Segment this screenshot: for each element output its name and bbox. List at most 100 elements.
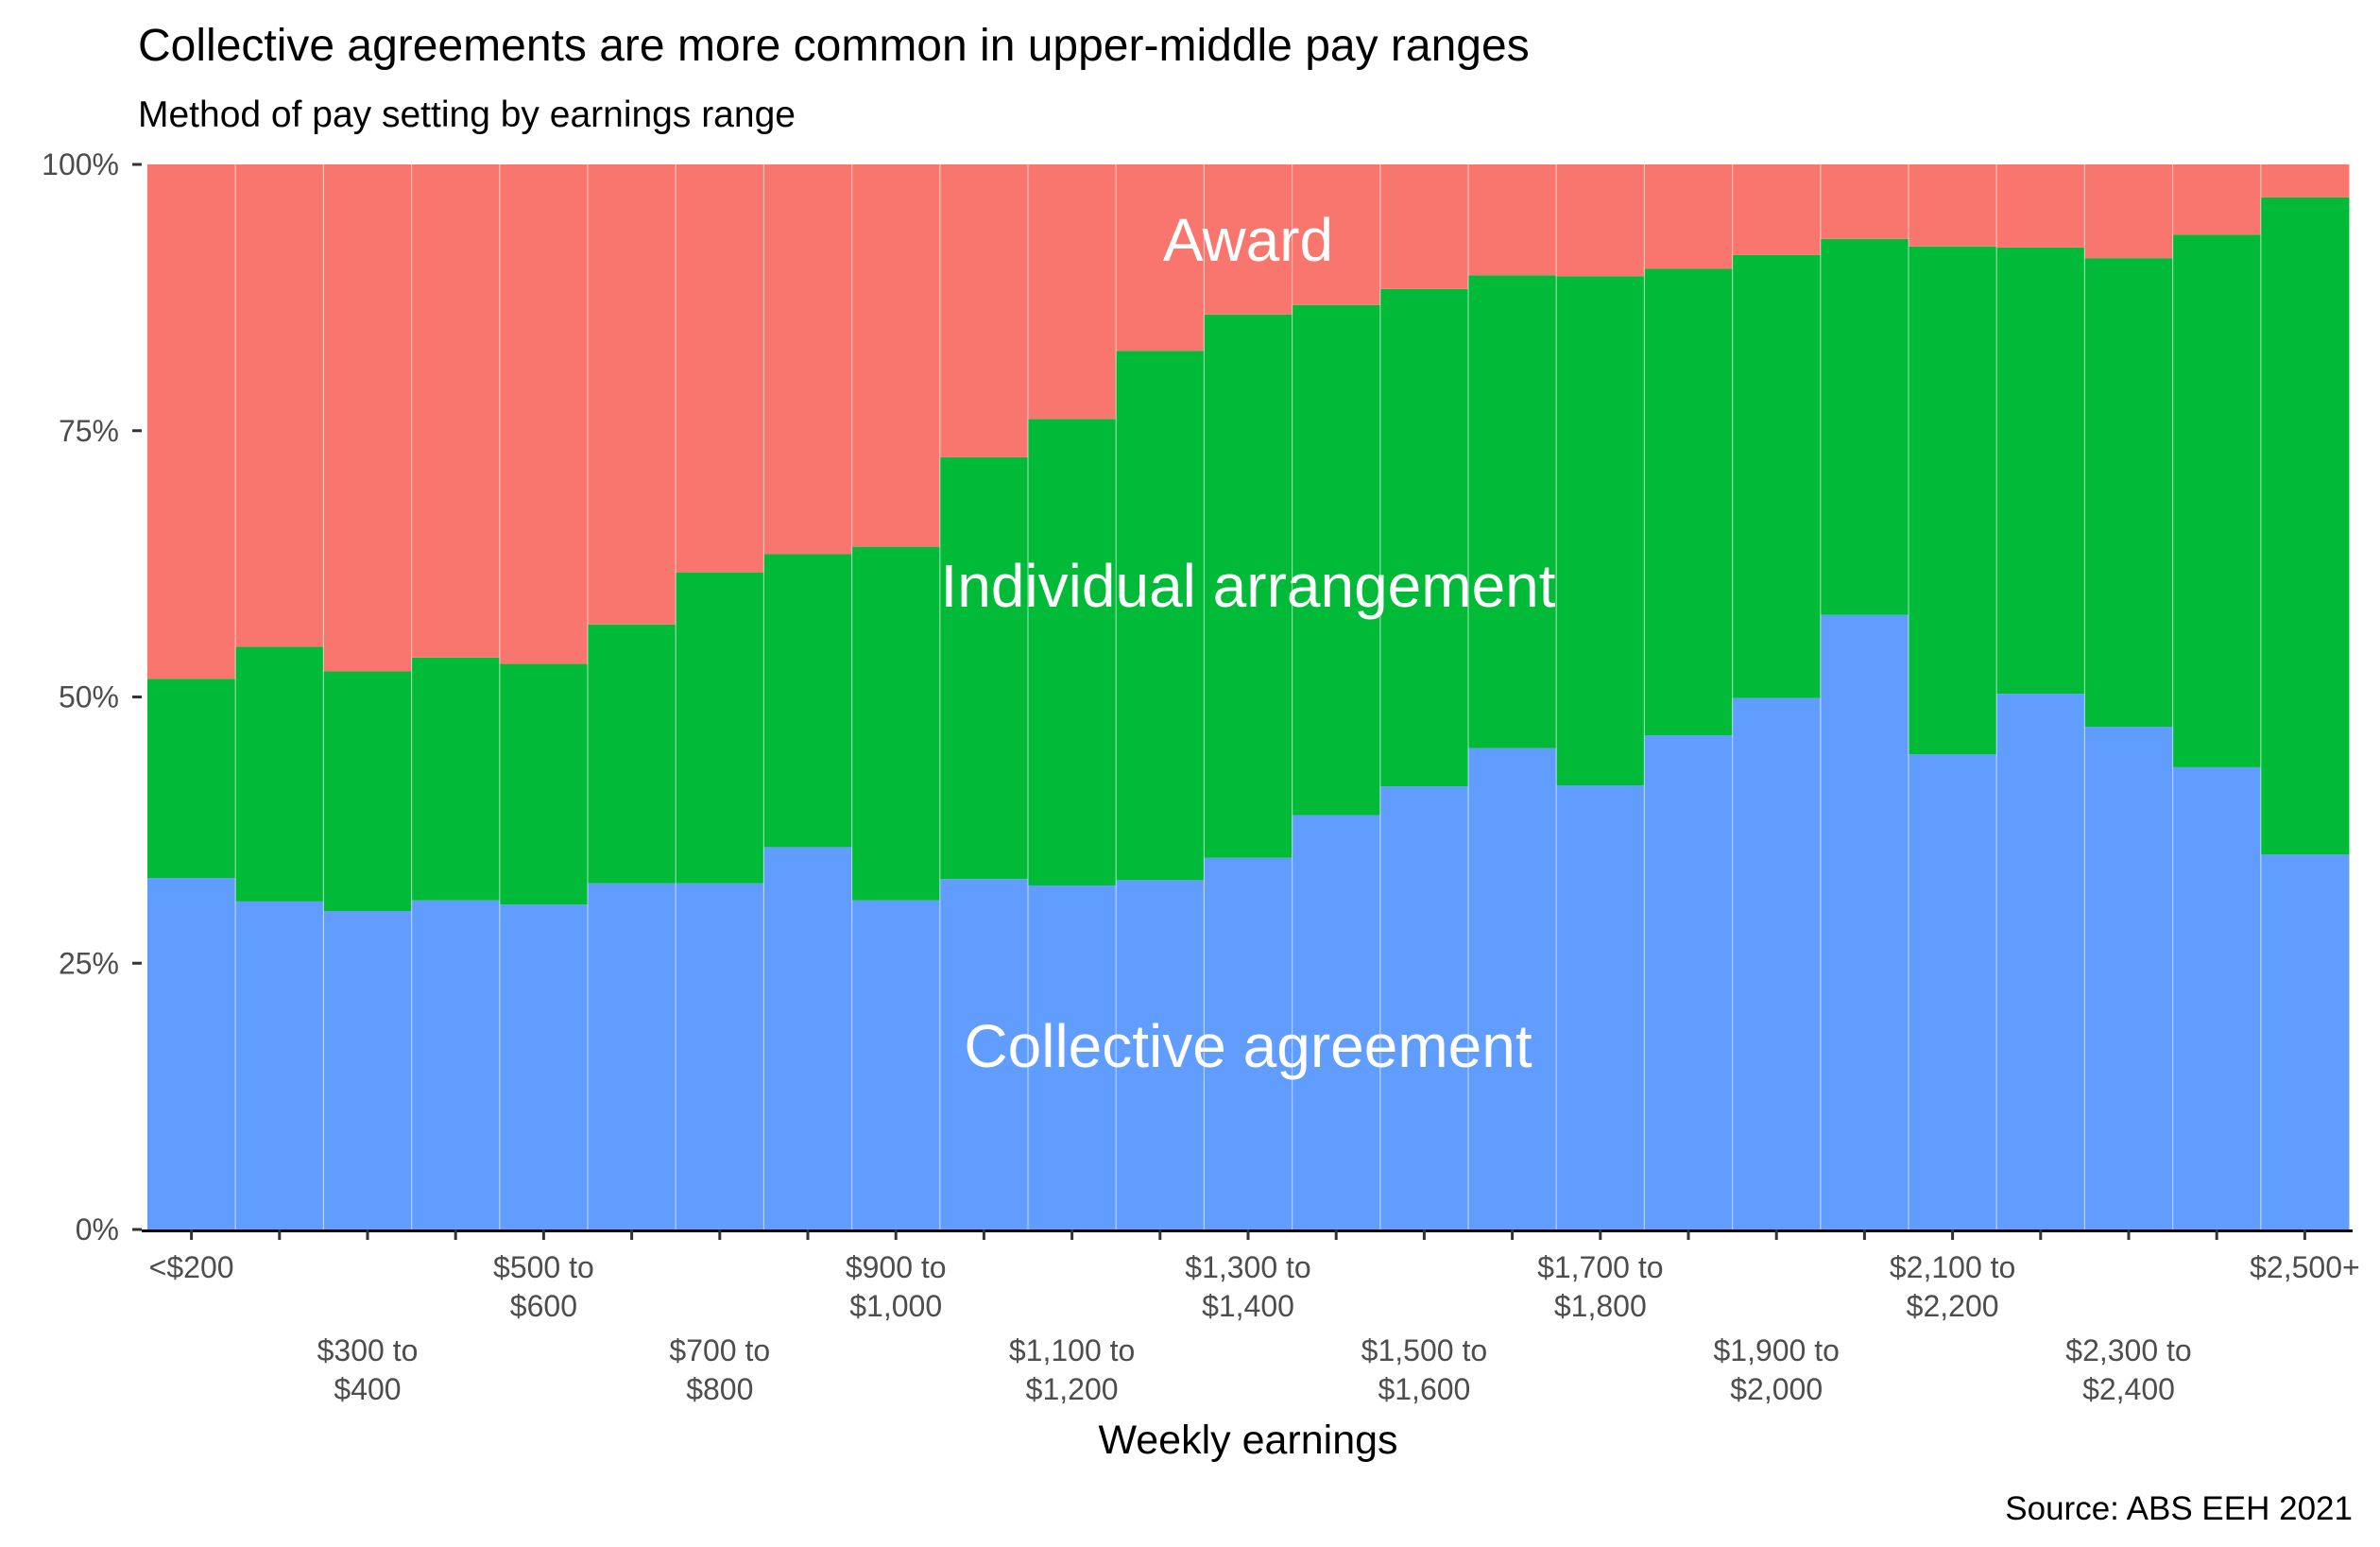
bar-award [1204, 164, 1293, 315]
x-tick-label: <$200 [149, 1250, 234, 1284]
x-tick-label: $2,100 to [1890, 1250, 2015, 1284]
x-tick-label: $1,100 to [1009, 1333, 1135, 1367]
bar-award [2084, 164, 2174, 259]
bar-award [1379, 164, 1469, 289]
y-axis: 0% 25% 50% 75% 100% [42, 147, 142, 1246]
bar-collective-agreement [235, 901, 324, 1229]
bar-individual-arrangement [1116, 351, 1205, 881]
bar-award [588, 164, 676, 625]
bar-collective-agreement [1204, 857, 1293, 1229]
bar-award [1996, 164, 2085, 248]
x-tick-label: $900 to [846, 1250, 947, 1284]
bar-individual-arrangement [411, 657, 501, 901]
bar-collective-agreement [1379, 786, 1469, 1229]
x-tick-label: $2,200 [1907, 1289, 1999, 1323]
bar-individual-arrangement [939, 456, 1029, 880]
x-tick-label: $1,200 [1026, 1372, 1119, 1406]
bar-collective-agreement [1468, 748, 1557, 1229]
y-tick-label: 25% [59, 946, 119, 980]
bar-collective-agreement [676, 883, 764, 1229]
bar-award [1556, 164, 1645, 277]
bar-award [939, 164, 1029, 457]
bar-award [763, 164, 853, 555]
y-tick-label: 75% [59, 414, 119, 448]
x-tick-label: $400 [334, 1372, 401, 1406]
bar-individual-arrangement [1379, 288, 1469, 787]
x-tick-label: $300 to [317, 1333, 419, 1367]
bar-award [2172, 164, 2262, 235]
chart-title: Collective agreements are more common in… [138, 21, 1530, 71]
source-caption: Source: ABS EEH 2021 [2005, 1490, 2353, 1527]
bar-award [1732, 164, 1822, 255]
bar-award [676, 164, 764, 573]
bar-individual-arrangement [2260, 197, 2350, 855]
bar-award [2260, 164, 2350, 198]
bar-collective-agreement [939, 879, 1029, 1229]
bar-collective-agreement [1909, 754, 1997, 1229]
x-tick-label: $700 to [669, 1333, 770, 1367]
bar-award [1028, 164, 1117, 420]
bar-individual-arrangement [499, 663, 589, 905]
bar-award [1644, 164, 1734, 269]
bar-individual-arrangement [588, 624, 676, 884]
x-tick-label: $2,500+ [2250, 1250, 2360, 1284]
x-tick-label: $600 [510, 1289, 577, 1323]
bar-individual-arrangement [2084, 258, 2174, 728]
bar-award [499, 164, 589, 664]
bar-individual-arrangement [851, 546, 941, 901]
bar-collective-agreement [1996, 694, 2085, 1229]
bar-individual-arrangement [1292, 304, 1381, 816]
x-tick-label: $1,300 to [1185, 1250, 1310, 1284]
bar-collective-agreement [1556, 785, 1645, 1229]
x-tick-label: $2,300 to [2065, 1333, 2191, 1367]
bar-collective-agreement [1028, 885, 1117, 1229]
bar-collective-agreement [1732, 697, 1822, 1229]
bar-award [851, 164, 941, 547]
bar-individual-arrangement [1468, 275, 1557, 748]
x-tick-label: $1,000 [849, 1289, 942, 1323]
bar-collective-agreement [499, 904, 589, 1229]
x-tick-label: $2,400 [2082, 1372, 2175, 1406]
series-label-individual-arrangement: Individual arrangement [940, 552, 1555, 620]
bar-individual-arrangement [1644, 268, 1734, 736]
x-tick-label: $1,600 [1378, 1372, 1470, 1406]
bar-individual-arrangement [676, 572, 764, 884]
x-axis-title: Weekly earnings [1098, 1418, 1397, 1463]
x-tick-label: $800 [686, 1372, 753, 1406]
bar-individual-arrangement [1732, 254, 1822, 698]
bar-collective-agreement [1116, 880, 1205, 1229]
bar-award [411, 164, 501, 658]
bar-separators [234, 164, 2262, 1229]
bar-award [1116, 164, 1205, 352]
bar-individual-arrangement [1909, 246, 1997, 755]
bar-collective-agreement [1820, 614, 1909, 1229]
series-labels: Award Individual arrangement Collective ag… [940, 206, 1555, 1080]
x-tick-label: $1,400 [1202, 1289, 1294, 1323]
bar-collective-agreement [851, 900, 941, 1229]
bar-individual-arrangement [1204, 314, 1293, 858]
bar-individual-arrangement [147, 679, 236, 879]
bar-collective-agreement [323, 911, 413, 1229]
bar-collective-agreement [2172, 766, 2262, 1229]
bar-individual-arrangement [235, 646, 324, 902]
x-tick-label: $1,900 to [1713, 1333, 1839, 1367]
bar-collective-agreement [763, 847, 853, 1229]
x-axis: <$200 $300 to $400 $500 to $600 $700 to $800 $9… [142, 1229, 2360, 1406]
x-tick-label: $500 to [493, 1250, 594, 1284]
x-tick-label: $1,500 to [1361, 1333, 1487, 1367]
bar-collective-agreement [1292, 815, 1381, 1229]
x-tick-label: $1,700 to [1537, 1250, 1663, 1284]
bar-individual-arrangement [1996, 247, 2085, 695]
series-label-award: Award [1163, 206, 1333, 274]
bar-collective-agreement [2084, 727, 2174, 1229]
bar-collective-agreement [1644, 735, 1734, 1229]
bar-award [1820, 164, 1909, 239]
y-tick-label: 50% [59, 680, 119, 714]
bar-award [147, 164, 236, 679]
bar-collective-agreement [588, 883, 676, 1229]
y-tick-label: 0% [76, 1212, 119, 1246]
bar-award [1468, 164, 1557, 276]
bar-award [323, 164, 413, 672]
bar-individual-arrangement [323, 671, 413, 912]
